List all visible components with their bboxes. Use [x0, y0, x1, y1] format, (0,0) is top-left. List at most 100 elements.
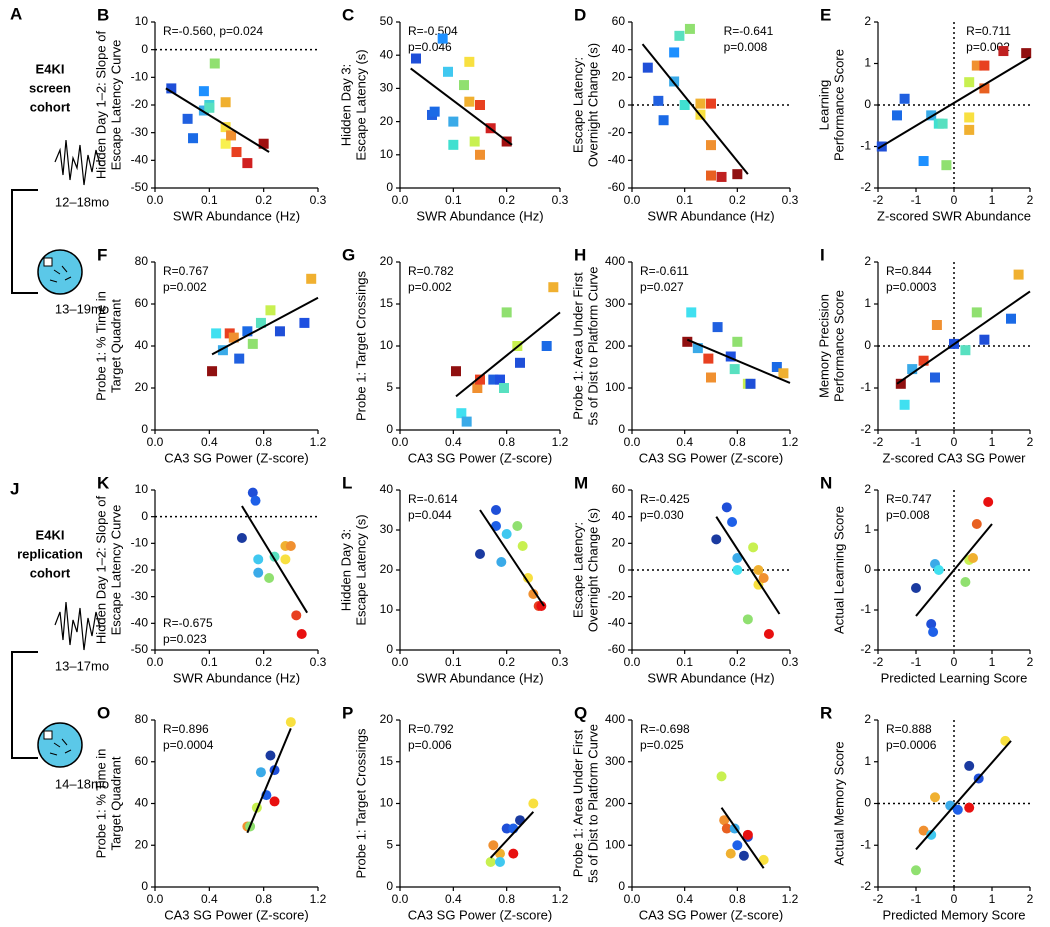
stat-annotation: p=0.002 [408, 280, 452, 294]
point [236, 533, 247, 543]
x-tick-label: 0.4 [201, 435, 218, 449]
point [464, 96, 475, 107]
point [209, 58, 220, 69]
stat-annotation: R=-0.611 [640, 264, 689, 278]
stat-annotation: p=0.008 [724, 40, 768, 54]
point [495, 374, 505, 385]
fit-line [455, 311, 561, 398]
panel-letter: L [342, 473, 352, 492]
point [220, 122, 231, 133]
y-tick-label: 400 [605, 712, 625, 726]
x-axis-label: SWR Abundance (Hz) [416, 208, 543, 223]
lfp-trace [54, 601, 101, 651]
y-axis-label: Escape Latency (s) [353, 514, 368, 625]
point [716, 171, 727, 182]
point [499, 383, 509, 393]
x-tick-label: 0.8 [498, 892, 515, 906]
y-tick-label: -2 [860, 180, 871, 194]
y-axis-label: Overnight Change (s) [585, 508, 600, 632]
y-tick-label: 0 [141, 509, 148, 523]
panel-letter: G [342, 245, 355, 264]
point [448, 139, 459, 150]
point [658, 115, 669, 126]
x-tick-label: 1.2 [310, 435, 327, 449]
panel-letter: H [574, 245, 586, 264]
point [443, 66, 453, 77]
point [541, 341, 552, 351]
point [220, 138, 231, 149]
point [686, 307, 697, 318]
lfp-trace [54, 139, 101, 186]
fit-line [241, 505, 308, 614]
stat-annotation: R=-0.698 [640, 722, 690, 736]
x-tick-label: 0.3 [552, 193, 569, 207]
y-tick-label: 80 [135, 254, 149, 268]
x-tick-label: 0.2 [498, 655, 515, 669]
x-tick-label: 0.1 [676, 655, 693, 669]
panel-letter: F [97, 245, 107, 264]
point [250, 495, 261, 506]
point [501, 307, 512, 318]
x-tick-label: 2 [1027, 892, 1034, 906]
y-tick-label: 40 [612, 42, 626, 56]
y-tick-label: 2 [864, 14, 871, 28]
point [758, 573, 769, 583]
sidebar-bottom: J E4KI replication cohort 13–17mo 14–18m… [10, 479, 109, 791]
point [937, 118, 948, 129]
y-tick-label: 10 [380, 338, 394, 352]
y-axis-label: Target Quadrant [108, 756, 123, 850]
y-axis-label: Performance Score [831, 49, 846, 161]
y-tick-label: 1 [864, 522, 871, 536]
y-axis-label: Probe 1: Area Under First [570, 729, 585, 877]
y-axis-label: Learning [816, 80, 831, 131]
stat-annotation: R=0.711 [966, 24, 1011, 38]
point [960, 345, 971, 356]
stat-annotation: R=-0.425 [640, 492, 690, 506]
y-tick-label: 15 [380, 296, 394, 310]
y-tick-label: 10 [380, 796, 394, 810]
stat-annotation: p=0.025 [640, 738, 684, 752]
panel-letter: I [820, 245, 825, 264]
y-tick-label: 60 [612, 482, 626, 496]
point [528, 589, 539, 599]
point [968, 553, 978, 563]
point [485, 856, 496, 867]
y-tick-label: 10 [135, 482, 149, 496]
y-tick-label: -20 [608, 125, 626, 139]
point [669, 76, 680, 87]
point [1006, 313, 1016, 324]
point [234, 353, 245, 364]
point [732, 169, 743, 180]
y-tick-label: 200 [605, 338, 625, 352]
y-axis-label: Probe 1: Area Under First [570, 272, 585, 420]
y-tick-label: 40 [135, 796, 149, 810]
y-tick-label: 0 [386, 180, 393, 194]
point [475, 549, 485, 559]
point [475, 374, 485, 385]
point [1013, 269, 1024, 280]
point [712, 322, 723, 333]
x-tick-label: 0.2 [498, 193, 515, 207]
y-tick-label: 10 [135, 14, 149, 28]
point [488, 374, 499, 385]
point [242, 326, 253, 337]
stat-annotation: p=0.0003 [886, 280, 937, 294]
y-axis-label: Escape Latency: [570, 522, 585, 618]
point [971, 519, 982, 529]
x-tick-label: 2 [1027, 655, 1034, 669]
y-tick-label: 300 [605, 754, 625, 768]
point [674, 30, 685, 41]
point [748, 542, 759, 553]
y-tick-label: 2 [864, 482, 871, 496]
x-axis-label: SWR Abundance (Hz) [173, 208, 300, 223]
point [960, 577, 971, 587]
point [182, 113, 193, 124]
y-tick-label: -2 [860, 422, 871, 436]
point [729, 364, 740, 375]
y-tick-label: 2 [864, 712, 871, 726]
point [242, 158, 253, 169]
x-tick-label: 0.2 [255, 655, 272, 669]
age-label: 13–17mo [55, 658, 109, 673]
point [928, 627, 939, 637]
y-axis-label: Hidden Day 1–2: Slope of [93, 496, 108, 645]
